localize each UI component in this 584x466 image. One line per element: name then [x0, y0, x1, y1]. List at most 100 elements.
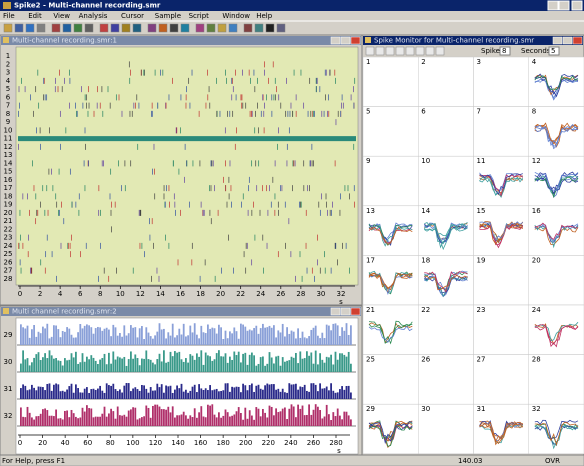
- histogram-bin: [341, 353, 343, 372]
- minimize-button[interactable]: [330, 36, 341, 45]
- histogram-bin: [233, 327, 236, 345]
- maximize-button[interactable]: [340, 307, 351, 316]
- toolbar-button[interactable]: [228, 23, 238, 33]
- histogram-bin: [114, 327, 117, 345]
- menu-item[interactable]: Window: [222, 12, 250, 20]
- menu-item[interactable]: Analysis: [79, 12, 108, 20]
- toolbar-button[interactable]: [265, 23, 275, 33]
- histogram-bin: [20, 363, 22, 372]
- toolbar-button[interactable]: [147, 23, 157, 33]
- histogram-bin: [143, 385, 145, 399]
- toolbar-button[interactable]: [62, 23, 72, 33]
- toolbar-button[interactable]: [276, 23, 286, 33]
- histogram: [20, 404, 352, 426]
- spike-train: [19, 209, 341, 216]
- maximize-button[interactable]: [340, 36, 351, 45]
- menu-item[interactable]: Cursor: [121, 12, 144, 20]
- spikes-label: Spikes: [481, 47, 504, 55]
- histogram-bin: [88, 325, 90, 345]
- toolbar-button[interactable]: [25, 23, 35, 33]
- minimize-button[interactable]: [330, 307, 341, 316]
- histogram-bin: [286, 392, 288, 399]
- menu-item[interactable]: Sample: [155, 12, 181, 20]
- tool-button[interactable]: [385, 46, 395, 56]
- spike-waveform: [424, 224, 468, 243]
- histogram-bin: [204, 417, 207, 426]
- histogram-bin: [202, 364, 205, 372]
- tool-button[interactable]: [435, 46, 445, 56]
- histogram-bin: [134, 327, 137, 345]
- toolbar-button[interactable]: [121, 23, 131, 33]
- histogram-bin: [99, 327, 101, 345]
- menu-item[interactable]: View: [53, 12, 70, 20]
- histogram-bin: [347, 415, 350, 426]
- toolbar-button[interactable]: [158, 23, 168, 33]
- histogram-bin: [121, 358, 123, 372]
- minimize-button[interactable]: [547, 0, 559, 11]
- tool-button[interactable]: [415, 46, 425, 56]
- tool-button[interactable]: [375, 46, 385, 56]
- histogram-bin: [310, 352, 313, 372]
- toolbar-button[interactable]: [51, 23, 61, 33]
- histogram-bin: [200, 350, 203, 372]
- toolbar-button[interactable]: [99, 23, 109, 33]
- close-button[interactable]: [350, 307, 361, 316]
- spike-train: [184, 176, 274, 183]
- close-button[interactable]: [350, 36, 361, 45]
- spike-waveform: [368, 223, 413, 240]
- toolbar-button[interactable]: [217, 23, 227, 33]
- close-button[interactable]: [571, 0, 583, 11]
- histogram-bin: [209, 356, 211, 372]
- histogram-bin: [26, 325, 29, 345]
- histogram-bin: [220, 417, 222, 426]
- channel-label: 27: [4, 267, 13, 275]
- seconds-field[interactable]: [548, 46, 560, 56]
- histogram-bin: [53, 416, 55, 426]
- toolbar-button[interactable]: [195, 23, 205, 33]
- menu-item[interactable]: Help: [256, 12, 273, 20]
- histogram-bin: [325, 386, 328, 399]
- maximize-button[interactable]: [562, 36, 573, 45]
- tool-button[interactable]: [425, 46, 435, 56]
- tool-button[interactable]: [365, 46, 375, 56]
- histogram-bin: [165, 338, 167, 345]
- channel-label: 26: [4, 258, 13, 266]
- menu-item[interactable]: File: [3, 12, 15, 20]
- toolbar-button[interactable]: [206, 23, 216, 33]
- toolbar-button[interactable]: [3, 23, 13, 33]
- histogram-bin: [240, 392, 242, 399]
- histogram-bin: [114, 359, 117, 372]
- menu-item[interactable]: Edit: [28, 12, 42, 20]
- histogram-bin: [70, 409, 73, 426]
- histogram-bin: [218, 350, 220, 372]
- toolbar-button[interactable]: [110, 23, 120, 33]
- x-tick-label: 20: [216, 290, 225, 298]
- spike-train: [18, 143, 355, 150]
- toolbar-button[interactable]: [73, 23, 83, 33]
- toolbar-button[interactable]: [132, 23, 142, 33]
- maximize-button[interactable]: [558, 0, 570, 11]
- histogram-bin: [303, 384, 306, 399]
- histogram-bin: [297, 328, 299, 345]
- toolbar-button[interactable]: [36, 23, 46, 33]
- spikes-field[interactable]: [499, 46, 511, 56]
- toolbar-button[interactable]: [243, 23, 253, 33]
- toolbar-button[interactable]: [84, 23, 94, 33]
- toolbar-button[interactable]: [14, 23, 24, 33]
- histogram-bin: [317, 391, 319, 399]
- toolbar-button[interactable]: [254, 23, 264, 33]
- tool-button[interactable]: [395, 46, 405, 56]
- minimize-button[interactable]: [552, 36, 563, 45]
- toolbar-button[interactable]: [169, 23, 179, 33]
- menu-item[interactable]: Script: [189, 12, 210, 20]
- tool-button[interactable]: [405, 46, 415, 56]
- close-button[interactable]: [572, 36, 583, 45]
- histogram-bin: [42, 326, 44, 345]
- histogram-bin: [295, 417, 297, 426]
- toolbar-button[interactable]: [180, 23, 190, 33]
- histogram-bin: [268, 325, 271, 345]
- histogram-bin: [295, 338, 297, 345]
- histogram-bin: [125, 383, 128, 399]
- histogram-bin: [42, 409, 44, 426]
- histogram-bin: [42, 357, 44, 372]
